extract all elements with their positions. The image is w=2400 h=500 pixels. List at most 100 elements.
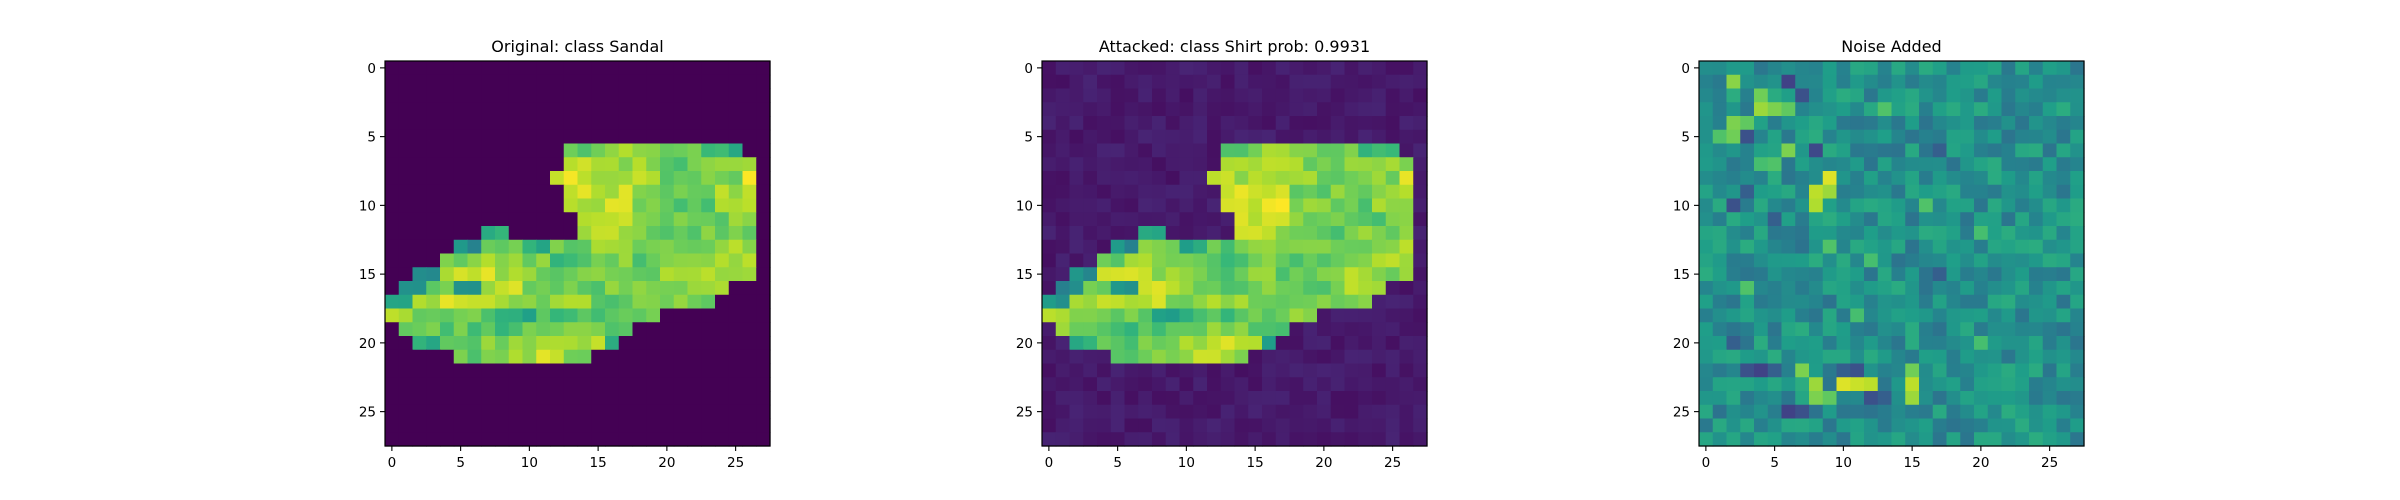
heatmap-cell xyxy=(1220,418,1236,433)
heatmap-cell xyxy=(385,171,400,186)
heatmap-cell xyxy=(1275,418,1291,433)
heatmap-cell xyxy=(605,102,620,117)
heatmap-cell xyxy=(1413,377,1428,392)
heatmap-cell xyxy=(1248,391,1263,406)
heatmap-cell xyxy=(1193,226,1208,241)
heatmap-cell xyxy=(715,391,730,406)
heatmap-cell xyxy=(605,88,620,103)
heatmap-cell xyxy=(742,239,757,255)
heatmap-cell xyxy=(1303,294,1318,310)
heatmap-cell xyxy=(467,129,482,145)
heatmap-cell xyxy=(1877,129,1893,145)
heatmap-cell xyxy=(1110,116,1126,131)
heatmap-cell xyxy=(1234,116,1249,131)
heatmap-cell xyxy=(2070,116,2085,131)
heatmap-cell xyxy=(508,129,524,145)
heatmap-cell xyxy=(440,253,455,268)
heatmap-cell xyxy=(1850,102,1865,117)
heatmap-cell xyxy=(453,184,469,200)
heatmap-cell xyxy=(1740,239,1755,255)
heatmap-cell xyxy=(1712,253,1728,268)
heatmap-cell xyxy=(1083,322,1098,337)
heatmap-cell xyxy=(1987,267,2003,282)
heatmap-cell xyxy=(1248,116,1263,131)
heatmap-cell xyxy=(1932,239,1948,255)
heatmap-cell xyxy=(1413,308,1428,323)
axes-frame xyxy=(384,60,771,447)
heatmap-cell xyxy=(1877,184,1893,200)
heatmap-cell xyxy=(1932,102,1948,117)
heatmap-cell xyxy=(715,171,730,186)
heatmap-cell xyxy=(1289,143,1304,158)
heatmap-cell xyxy=(2001,157,2016,172)
heatmap-cell xyxy=(467,61,482,76)
heatmap-cell xyxy=(495,226,510,241)
heatmap-cell xyxy=(426,308,441,323)
heatmap-cell xyxy=(1905,129,1920,145)
heatmap-cell xyxy=(1124,404,1139,420)
heatmap-cell xyxy=(715,308,730,323)
heatmap-cell xyxy=(1275,294,1291,310)
heatmap-cell xyxy=(1262,294,1277,310)
heatmap-cell xyxy=(1385,226,1401,241)
heatmap-cell xyxy=(2029,212,2044,227)
heatmap-cell xyxy=(1303,322,1318,337)
heatmap-cell xyxy=(618,253,634,268)
heatmap-cell xyxy=(756,432,771,447)
heatmap-cell xyxy=(1699,88,1714,103)
heatmap-cell xyxy=(1165,432,1181,447)
heatmap-cell xyxy=(481,102,496,117)
y-tick-label: 20 xyxy=(1016,336,1033,352)
heatmap-cell xyxy=(1083,363,1098,378)
heatmap-cell xyxy=(2056,253,2071,268)
heatmap-cell xyxy=(1344,322,1359,337)
heatmap-cell xyxy=(715,212,730,227)
heatmap-cell xyxy=(1399,143,1414,158)
heatmap-cell xyxy=(1781,116,1796,131)
heatmap-cell xyxy=(1836,253,1851,268)
heatmap-cell xyxy=(591,184,606,200)
heatmap-cell xyxy=(1248,308,1263,323)
heatmap-cell xyxy=(1413,184,1428,200)
heatmap-cell xyxy=(1372,212,1387,227)
heatmap-cell xyxy=(1919,116,1934,131)
heatmap-cell xyxy=(385,212,400,227)
heatmap-cell xyxy=(2056,88,2071,103)
heatmap-cell xyxy=(1344,349,1359,365)
heatmap-cell xyxy=(550,281,565,296)
heatmap-cell xyxy=(1767,432,1783,447)
heatmap-cell xyxy=(1069,404,1084,420)
heatmap-cell xyxy=(2056,391,2071,406)
heatmap-cell xyxy=(426,143,441,158)
heatmap-cell xyxy=(426,391,441,406)
heatmap-cell xyxy=(2070,418,2085,433)
heatmap-cell xyxy=(1699,432,1714,447)
heatmap-cell xyxy=(1303,102,1318,117)
heatmap-cell xyxy=(1726,281,1741,296)
heatmap-cell xyxy=(1344,308,1359,323)
heatmap-cell xyxy=(453,226,469,241)
heatmap-cell xyxy=(398,129,414,145)
heatmap-cell xyxy=(1905,143,1920,158)
heatmap-cell xyxy=(1864,294,1879,310)
heatmap-cell xyxy=(2015,61,2030,76)
heatmap-cell xyxy=(1207,349,1222,365)
heatmap-cell xyxy=(1385,88,1401,103)
heatmap-cell xyxy=(577,184,592,200)
heatmap-cell xyxy=(1262,88,1277,103)
heatmap-cell xyxy=(1891,253,1906,268)
heatmap-cell xyxy=(481,226,496,241)
heatmap-cell xyxy=(1726,74,1741,90)
heatmap-cell xyxy=(495,308,510,323)
heatmap-cell xyxy=(2001,391,2016,406)
heatmap-cell xyxy=(2029,116,2044,131)
heatmap-cell xyxy=(605,294,620,310)
heatmap-cell xyxy=(481,432,496,447)
heatmap-cell xyxy=(1248,377,1263,392)
heatmap-cell xyxy=(1248,212,1263,227)
heatmap-cell xyxy=(1275,391,1291,406)
heatmap-cell xyxy=(1165,391,1181,406)
heatmap-cell xyxy=(522,116,537,131)
heatmap-cell xyxy=(1303,363,1318,378)
